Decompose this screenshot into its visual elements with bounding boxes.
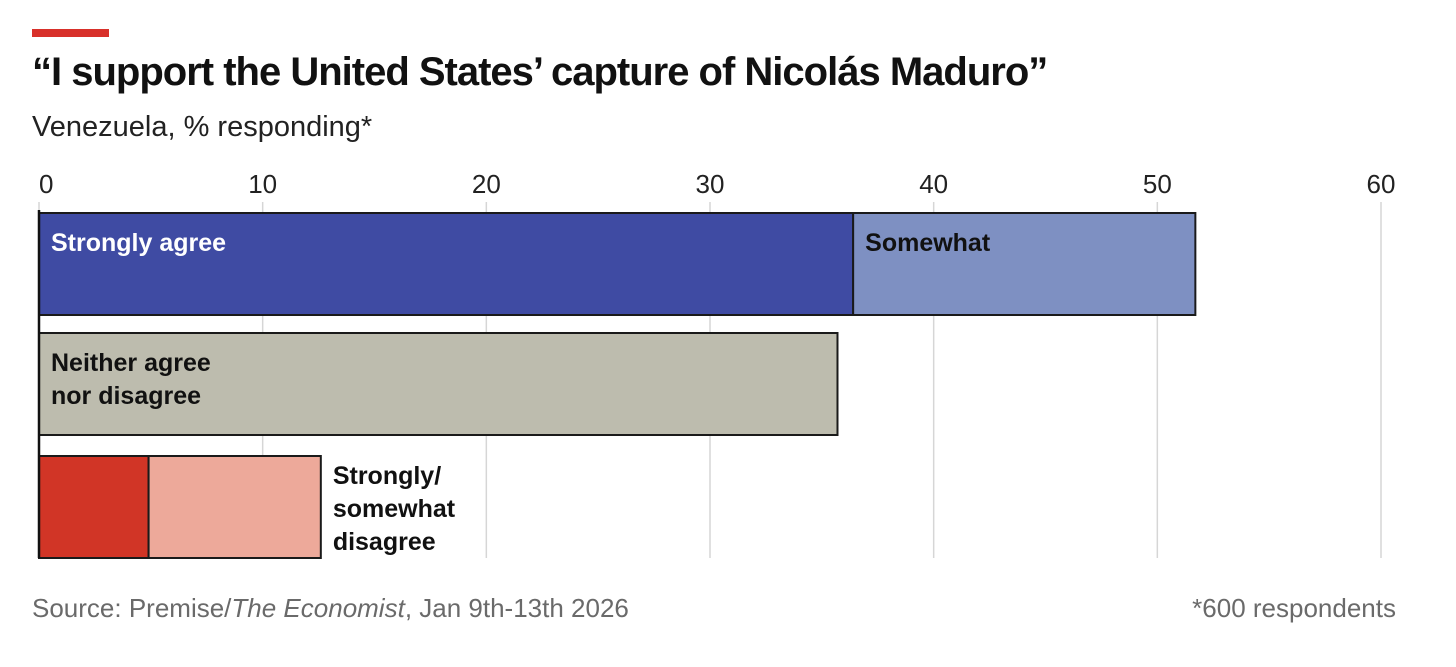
chart-title: “I support the United States’ capture of… [32,50,1048,94]
source-note: Source: Premise/The Economist, Jan 9th-1… [32,593,629,624]
bar-segment-label-0-0: Strongly agree [51,229,226,257]
x-tick-label-10: 10 [248,169,277,199]
respondents-footnote: *600 respondents [1192,593,1396,623]
source-prefix: Source: Premise/ [32,593,232,623]
chart-subtitle: Venezuela, % responding* [32,111,373,143]
x-tick-label-30: 30 [696,169,725,199]
x-tick-label-60: 60 [1367,169,1396,199]
bar-segment-2-1 [147,455,322,559]
x-tick-label-40: 40 [919,169,948,199]
bar-segment-1-0 [38,332,839,436]
row-label-2: Strongly/somewhat disagree [333,462,456,556]
x-tick-label-50: 50 [1143,169,1172,199]
title-accent-bar [32,29,109,37]
source-suffix: , Jan 9th-13th 2026 [404,593,629,623]
bar-segment-label-0-1: Somewhat [865,229,991,257]
source-publication: The Economist [231,593,405,623]
bar-segment-2-0 [38,455,150,559]
x-tick-label-0: 0 [39,169,53,199]
bar-segment-0-1 [852,212,1197,316]
x-tick-label-20: 20 [472,169,501,199]
bar-segment-label-1-0: Neither agree nor disagree [51,349,211,410]
bar-chart: 0 10 20 30 40 50 60 Strongly agree Somewhat Neith… [37,169,1396,559]
